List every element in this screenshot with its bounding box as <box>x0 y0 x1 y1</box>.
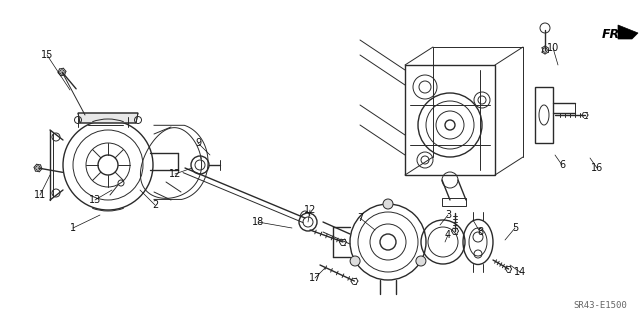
Text: 6: 6 <box>559 160 565 170</box>
Text: 17: 17 <box>309 273 321 283</box>
Circle shape <box>416 256 426 266</box>
Text: 12: 12 <box>304 205 316 215</box>
Circle shape <box>350 256 360 266</box>
Text: 14: 14 <box>514 267 526 277</box>
Text: 4: 4 <box>445 230 451 240</box>
Text: 18: 18 <box>252 217 264 227</box>
Text: 15: 15 <box>41 50 53 60</box>
Circle shape <box>383 199 393 209</box>
Text: SR43-E1500: SR43-E1500 <box>573 300 627 309</box>
Text: 13: 13 <box>89 195 101 205</box>
Text: 16: 16 <box>591 163 603 173</box>
Text: 10: 10 <box>547 43 559 53</box>
Text: 2: 2 <box>152 200 158 210</box>
Text: 3: 3 <box>445 210 451 220</box>
Polygon shape <box>618 25 638 39</box>
Bar <box>405 65 495 175</box>
Bar <box>442 198 466 206</box>
Text: 8: 8 <box>477 227 483 237</box>
Polygon shape <box>78 113 138 123</box>
Text: 11: 11 <box>34 190 46 200</box>
Text: 9: 9 <box>195 138 201 148</box>
Text: 5: 5 <box>512 223 518 233</box>
Text: 12: 12 <box>169 169 181 179</box>
Text: FR.: FR. <box>602 28 625 41</box>
Text: 7: 7 <box>357 213 363 223</box>
Text: 1: 1 <box>70 223 76 233</box>
